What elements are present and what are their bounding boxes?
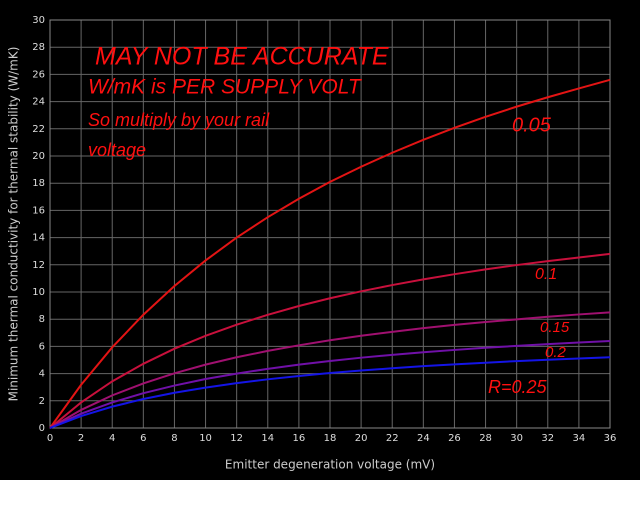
y-tick-label: 0: [39, 423, 45, 434]
y-tick-label: 14: [32, 233, 45, 244]
x-tick-label: 28: [479, 433, 492, 444]
annotation: W/mK is PER SUPPLY VOLT: [88, 76, 363, 99]
series-line: [49, 339, 611, 429]
y-tick-label: 30: [32, 15, 45, 26]
x-tick-label: 0: [47, 433, 53, 444]
x-tick-label: 32: [541, 433, 554, 444]
background: [0, 0, 640, 480]
series-line: [49, 311, 611, 429]
plot-frame: [49, 19, 611, 429]
x-tick-label: 34: [573, 433, 586, 444]
y-tick-label: 8: [39, 314, 45, 325]
y-tick-label: 12: [32, 260, 45, 271]
series-line: [49, 78, 611, 429]
annotation: MAY NOT BE ACCURATE: [95, 43, 389, 71]
x-tick-label: 4: [109, 433, 115, 444]
series-line: [49, 252, 611, 429]
y-tick-label: 24: [32, 97, 45, 108]
y-axis-label: Minimum thermal conductivity for thermal…: [7, 47, 21, 402]
y-tick-label: 4: [39, 369, 45, 380]
y-tick-label: 10: [32, 287, 45, 298]
y-tick-label: 26: [32, 69, 45, 80]
y-tick-label: 22: [32, 124, 45, 135]
x-tick-label: 24: [417, 433, 430, 444]
series-label: 0.05: [512, 114, 552, 136]
series-label: R=0.25: [488, 377, 548, 397]
annotation: So multiply by your rail: [88, 110, 270, 130]
y-tick-label: 18: [32, 178, 45, 189]
x-tick-label: 6: [140, 433, 146, 444]
x-tick-label: 16: [293, 433, 306, 444]
x-tick-label: 18: [324, 433, 337, 444]
y-tick-label: 16: [32, 205, 45, 216]
x-tick-label: 2: [78, 433, 84, 444]
x-tick-label: 36: [604, 433, 617, 444]
x-tick-label: 30: [510, 433, 523, 444]
annotation: voltage: [88, 140, 146, 160]
x-tick-label: 22: [386, 433, 399, 444]
x-tick-label: 14: [261, 433, 274, 444]
y-tick-label: 20: [32, 151, 45, 162]
x-tick-label: 12: [230, 433, 243, 444]
x-tick-label: 8: [171, 433, 177, 444]
y-tick-label: 2: [39, 396, 45, 407]
y-tick-label: 28: [32, 42, 45, 53]
x-tick-label: 20: [355, 433, 368, 444]
x-tick-label: 10: [199, 433, 212, 444]
y-tick-label: 6: [39, 341, 45, 352]
series-label: 0.2: [545, 344, 567, 361]
series-label: 0.15: [540, 319, 570, 336]
x-tick-label: 26: [448, 433, 461, 444]
series-line: [49, 356, 611, 429]
x-axis-label: Emitter degeneration voltage (mV): [225, 458, 435, 472]
series-label: 0.1: [535, 266, 557, 283]
